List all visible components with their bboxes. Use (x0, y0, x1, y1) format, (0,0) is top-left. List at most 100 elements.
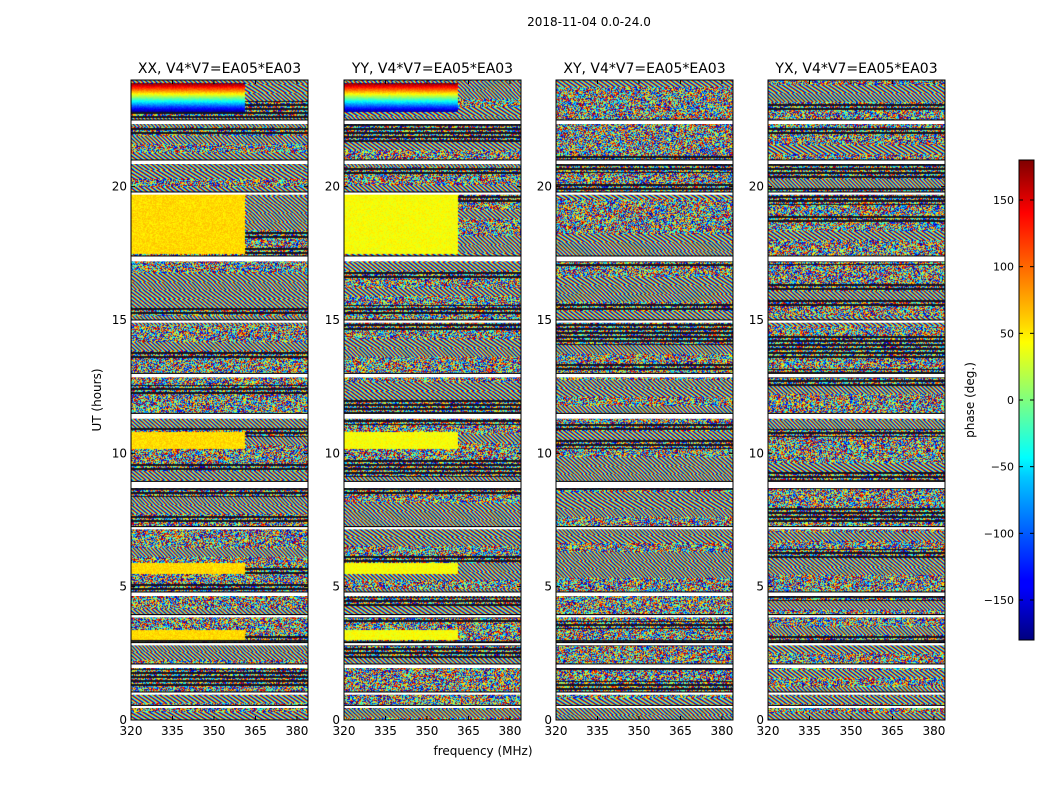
flagged-gap (768, 120, 945, 124)
y-tick-label: 20 (325, 180, 340, 194)
flagged-gap (131, 120, 308, 124)
panel-frame (555, 79, 734, 721)
colorbar-tick-label: 50 (1000, 327, 1014, 340)
flagged-gap (556, 373, 733, 378)
x-tick-label: 365 (881, 724, 904, 738)
flagged-gap (556, 614, 733, 618)
flagged-gap (131, 692, 308, 695)
flagged-gap (768, 256, 945, 262)
flagged-gap (131, 642, 308, 646)
x-tick-label: 365 (457, 724, 480, 738)
colorbar: −150 −100 −50 0 50 100 150 phase (deg.) (963, 159, 1035, 641)
flagged-gap (344, 373, 521, 378)
flagged-gap (556, 160, 733, 164)
colorbar-tick-label: 0 (1007, 394, 1014, 407)
flagged-gap (344, 160, 521, 164)
flagged-gap (556, 592, 733, 596)
flagged-gap (556, 481, 733, 488)
y-tick-label: 15 (537, 313, 552, 327)
flagged-gap (556, 526, 733, 530)
x-tick-label: 380 (922, 724, 945, 738)
flagged-gap (131, 160, 308, 164)
y-tick-label: 10 (325, 446, 340, 460)
flagged-gap (131, 373, 308, 378)
y-tick-label: 15 (325, 313, 340, 327)
panel-title: XY, V4*V7=EA05*EA03 (563, 61, 725, 77)
flagged-gap (344, 481, 521, 488)
y-tick-label: 10 (537, 446, 552, 460)
flagged-gap (131, 481, 308, 488)
flagged-gap (344, 256, 521, 262)
flagged-gap (556, 256, 733, 262)
colorbar-tick-label: 150 (993, 194, 1014, 207)
flagged-gap (556, 642, 733, 646)
flagged-gap (768, 160, 945, 164)
flagged-gap (131, 256, 308, 262)
y-tick-label: 5 (756, 580, 764, 594)
phase-waterfall-yy (344, 80, 521, 720)
flagged-gap (344, 705, 521, 708)
flagged-gap (768, 664, 945, 668)
flagged-gap (344, 642, 521, 646)
flagged-gap (131, 705, 308, 708)
flagged-gap (768, 642, 945, 646)
x-tick-label: 380 (285, 724, 308, 738)
colorbar-tick-label: −50 (991, 461, 1014, 474)
x-tick-label: 335 (586, 724, 609, 738)
y-tick-label: 15 (749, 313, 764, 327)
x-axis-label: frequency (MHz) (433, 744, 532, 758)
colorbar-tick-label: −100 (984, 527, 1014, 540)
flagged-gap (131, 192, 308, 195)
flagged-gap (768, 692, 945, 695)
panel-title: XX, V4*V7=EA05*EA03 (138, 61, 301, 77)
y-tick-label: 5 (544, 580, 552, 594)
flagged-gap (344, 320, 521, 323)
panel-title: YY, V4*V7=EA05*EA03 (351, 61, 513, 77)
flagged-gap (768, 592, 945, 596)
phase-waterfall-xx (131, 80, 308, 720)
panel-frame (130, 79, 309, 721)
y-tick-label: 20 (749, 180, 764, 194)
flagged-gap (131, 526, 308, 530)
flagged-gap (131, 592, 308, 596)
flagged-gap (768, 320, 945, 323)
flagged-gap (131, 413, 308, 419)
y-tick-label: 0 (544, 713, 552, 727)
x-tick-label: 365 (244, 724, 267, 738)
x-tick-label: 320 (545, 724, 568, 738)
y-axis-label: UT (hours) (90, 368, 104, 431)
x-tick-label: 335 (374, 724, 397, 738)
panels-group: XX, V4*V7=EA05*EA03 320 335 350 365 380 0 5 10 15… (112, 61, 946, 738)
panel-xy: XY, V4*V7=EA05*EA03 320 335 350 365 380 0 5 10 15… (537, 61, 734, 738)
flagged-gap (768, 413, 945, 419)
y-tick-label: 15 (112, 313, 127, 327)
flagged-gap (131, 664, 308, 668)
x-tick-label: 350 (416, 724, 439, 738)
flagged-gap (556, 692, 733, 695)
colorbar-label: phase (deg.) (963, 362, 977, 438)
panel-title: YX, V4*V7=EA05*EA03 (774, 61, 937, 77)
y-tick-label: 20 (112, 180, 127, 194)
flagged-gap (556, 192, 733, 195)
y-tick-label: 10 (749, 446, 764, 460)
panel-frame (767, 79, 946, 721)
x-tick-label: 380 (498, 724, 521, 738)
flagged-gap (556, 413, 733, 419)
x-tick-label: 335 (798, 724, 821, 738)
y-tick-label: 0 (119, 713, 127, 727)
flagged-gap (556, 705, 733, 708)
colorbar-tick-label: −150 (984, 594, 1014, 607)
panel-yx: YX, V4*V7=EA05*EA03 320 335 350 365 380 0 5 10 15… (749, 61, 946, 738)
y-tick-label: 5 (119, 580, 127, 594)
panel-yy: YY, V4*V7=EA05*EA03 320 335 350 365 380 0 5 10 15… (325, 61, 522, 738)
flagged-gap (344, 526, 521, 530)
flagged-gap (344, 592, 521, 596)
y-tick-label: 0 (756, 713, 764, 727)
flagged-gap (768, 614, 945, 618)
panel-xx: XX, V4*V7=EA05*EA03 320 335 350 365 380 0 5 10 15… (112, 61, 309, 738)
flagged-gap (344, 413, 521, 419)
flagged-gap (344, 614, 521, 618)
x-tick-label: 320 (757, 724, 780, 738)
y-tick-label: 20 (537, 180, 552, 194)
